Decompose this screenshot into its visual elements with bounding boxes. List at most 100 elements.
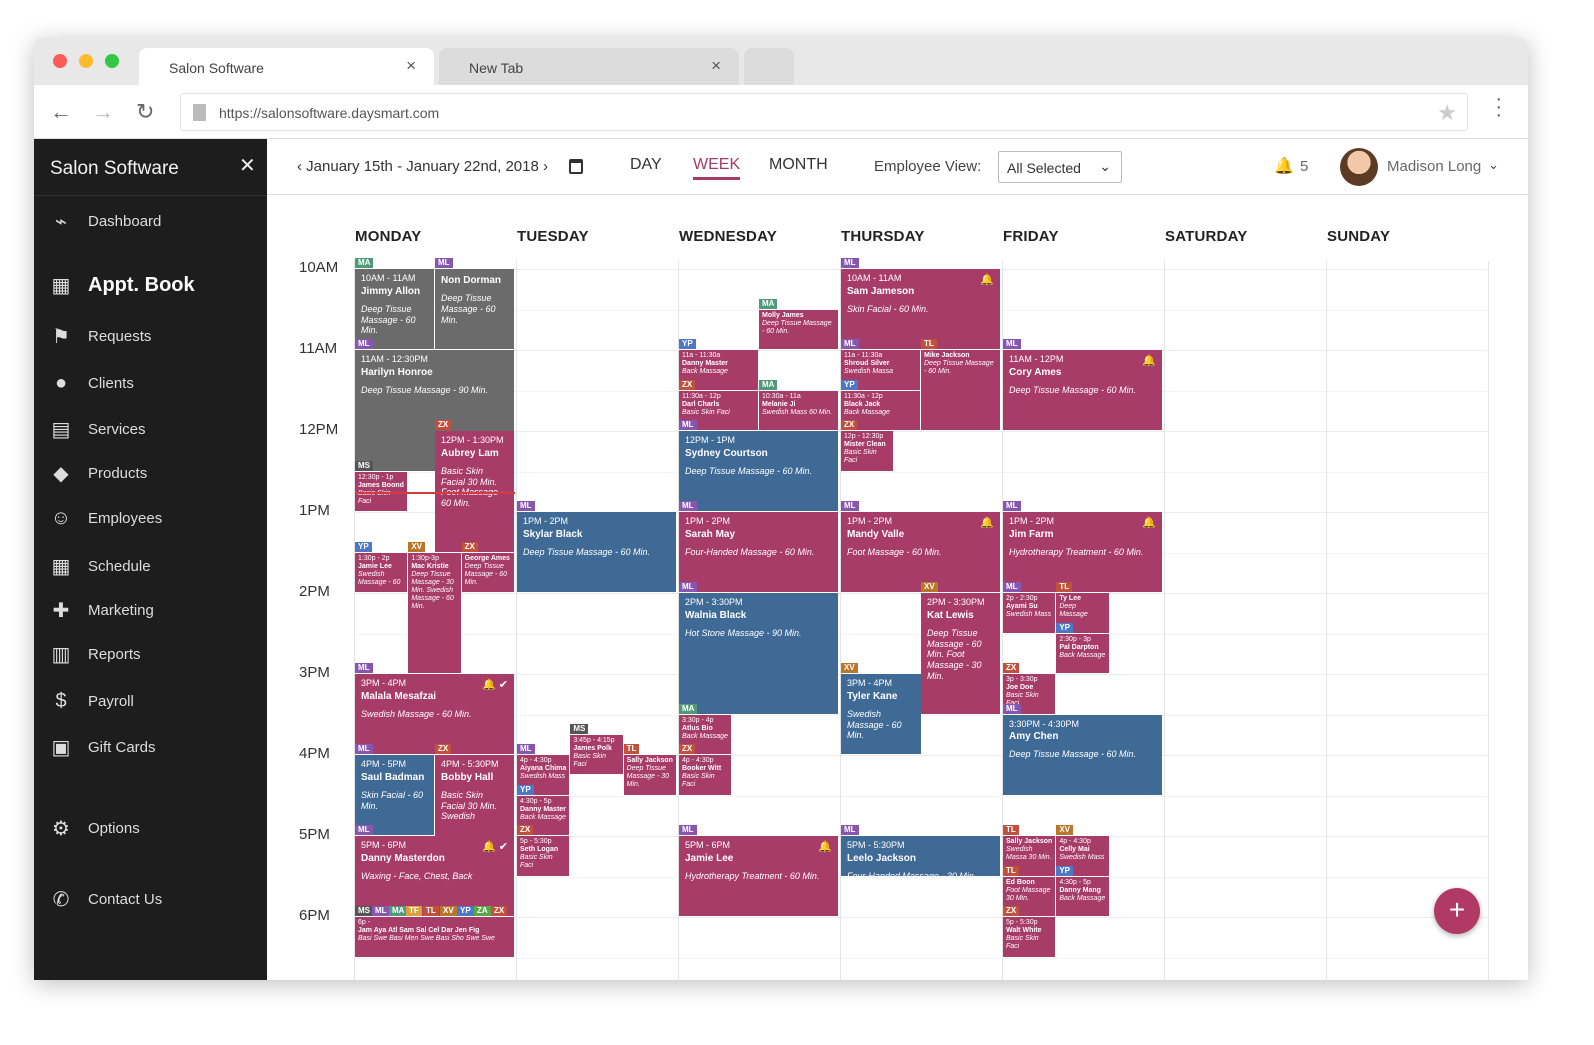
appointment-block[interactable]: 5p - 5:30p Seth Logan Basic Skin Faci bbox=[517, 836, 570, 876]
appointment-block[interactable]: 10AM - 11AM Sam Jameson Skin Facial - 60 M… bbox=[841, 269, 1000, 350]
address-bar[interactable]: https://salonsoftware.daysmart.com ★ bbox=[180, 93, 1468, 131]
appointment-time: 12PM - 1PM bbox=[685, 435, 736, 446]
appointment-block[interactable]: Non Dorman Deep Tissue Massage - 60 Min. bbox=[435, 269, 514, 350]
appointment-time: 3p - 3:30p bbox=[1006, 676, 1038, 684]
appointment-block[interactable]: Mike Jackson Deep Tissue Massage - 60 Min… bbox=[921, 350, 1000, 431]
sidebar-item-label: Clients bbox=[88, 374, 134, 392]
employee-tag: TL bbox=[1056, 582, 1073, 593]
appointment-time: 10:30a - 11a bbox=[762, 392, 801, 400]
maximize-window-dot[interactable] bbox=[105, 54, 119, 68]
close-window-dot[interactable] bbox=[53, 54, 67, 68]
appointment-block[interactable]: 1PM - 2PM Jim Farm Hydrotherapy Treatment … bbox=[1003, 512, 1162, 593]
day-header: SATURDAY bbox=[1165, 228, 1248, 245]
appointment-block[interactable]: 3PM - 4PM Tyler Kane Swedish Massage - 60 … bbox=[841, 674, 921, 755]
appointment-block[interactable]: 12PM - 1PM Sydney Courtson Deep Tissue Mas… bbox=[679, 431, 838, 512]
appointment-block[interactable]: 4p - 4:30p Booker Witt Basic Skin Faci bbox=[679, 755, 732, 795]
close-tab-icon[interactable]: × bbox=[406, 56, 416, 75]
appointment-block[interactable]: 2p - 2:30p Ayami Su Swedish Mass bbox=[1003, 593, 1056, 633]
sidebar-item-label: Reports bbox=[88, 645, 141, 663]
appointment-block[interactable]: 1PM - 2PM Sarah May Four-Handed Massage - … bbox=[679, 512, 838, 593]
main-content: ‹ January 15th - January 22nd, 2018 › DA… bbox=[267, 139, 1528, 980]
chevron-down-icon[interactable]: ⌄ bbox=[1488, 157, 1499, 172]
appointment-service: Deep Massage bbox=[1059, 603, 1088, 619]
reminder-status-icons: 🔔 bbox=[1142, 355, 1156, 368]
appointment-block[interactable]: 3:30PM - 4:30PM Amy Chen Deep Tissue Massa… bbox=[1003, 714, 1162, 795]
appointment-block[interactable]: 2PM - 3:30PM Walnia Black Hot Stone Massag… bbox=[679, 593, 838, 714]
reload-icon[interactable]: ↻ bbox=[136, 99, 155, 124]
bell-icon[interactable]: 🔔 bbox=[1274, 158, 1294, 175]
appointment-block[interactable]: 2:30p - 3p Pal Darpton Back Massage bbox=[1056, 633, 1109, 674]
appointment-block[interactable]: 1:30p - 2p Jamie Lee Swedish Massage - 60 bbox=[355, 552, 408, 593]
hour-gridline bbox=[354, 350, 1487, 352]
close-sidebar-icon[interactable]: ✕ bbox=[239, 155, 256, 177]
browser-tab-salon[interactable]: Salon Software × bbox=[139, 48, 434, 86]
appointment-block[interactable]: 4p - 4:30p Aiyana Chima Swedish Mass bbox=[517, 755, 570, 795]
sidebar-item-requests[interactable]: ⚑ Requests bbox=[48, 320, 151, 352]
sidebar-item-dashboard[interactable]: ⌁ Dashboard bbox=[48, 205, 161, 237]
appointment-block[interactable]: 10:30a - 11a Melanie Ji Swedish Mass 60 Mi… bbox=[759, 390, 838, 431]
appointment-block[interactable]: 4:30p - 5p Danny Mang Back Massage bbox=[1056, 876, 1109, 917]
calendar-grid[interactable]: 10AM - 11AM Jimmy Allon Deep Tissue Massag… bbox=[354, 258, 1489, 980]
appointment-block[interactable]: 6p - Jam Aya Atl Sam Sal Cel Dar Jen Fig B… bbox=[355, 917, 514, 957]
close-tab-icon[interactable]: × bbox=[711, 56, 721, 75]
appointment-block[interactable]: 1PM - 2PM Mandy Valle Foot Massage - 60 Mi… bbox=[841, 512, 1000, 593]
appointment-block[interactable]: 5PM - 6PM Jamie Lee Hydrotherapy Treatment… bbox=[679, 836, 838, 917]
appointment-block[interactable]: Sally Jackson Deep Tissue Massage - 30 Mi… bbox=[623, 755, 676, 795]
appointment-block[interactable]: 12PM - 1:30PM Aubrey Lam Basic Skin Facial… bbox=[435, 431, 514, 552]
back-arrow-icon[interactable]: ← bbox=[50, 99, 72, 124]
tab-week[interactable]: WEEK bbox=[693, 156, 741, 180]
next-week-icon[interactable]: › bbox=[538, 158, 549, 175]
sidebar-item-employees[interactable]: ☺ Employees bbox=[48, 502, 162, 534]
appointment-block[interactable]: 3:45p - 4:15p James Polk Basic Skin Faci bbox=[570, 734, 623, 775]
appointment-block[interactable]: 5p - 5:30p Walt White Basic Skin Faci bbox=[1003, 917, 1056, 957]
half-hour-gridline bbox=[354, 633, 1487, 635]
sidebar-item-appt-book[interactable]: ▦ Appt. Book bbox=[48, 269, 195, 301]
sidebar-item-services[interactable]: ▤ Services bbox=[48, 413, 146, 445]
prev-week-icon[interactable]: ‹ bbox=[297, 158, 307, 175]
calendar-picker-icon[interactable] bbox=[569, 159, 583, 174]
tab-month[interactable]: MONTH bbox=[769, 156, 828, 173]
sidebar-item-marketing[interactable]: ✚ Marketing bbox=[48, 594, 154, 626]
employee-tag: YP bbox=[517, 784, 534, 795]
new-tab-button[interactable] bbox=[744, 48, 794, 86]
gear-icon: ⚙ bbox=[52, 817, 70, 840]
avatar[interactable] bbox=[1340, 148, 1378, 186]
appointment-client: Celly Mai bbox=[1059, 846, 1090, 854]
appointment-block[interactable]: 2PM - 3:30PM Kat Lewis Deep Tissue Massage… bbox=[921, 593, 1000, 714]
sidebar-item-gift-cards[interactable]: ▣ Gift Cards bbox=[48, 731, 156, 763]
sidebar-item-contact-us[interactable]: ✆ Contact Us bbox=[48, 883, 163, 915]
appointment-block[interactable]: 4p - 4:30p Celly Mai Swedish Mass bbox=[1056, 836, 1109, 876]
appointment-block[interactable]: 5PM - 6PM Danny Masterdon Waxing - Face, C… bbox=[355, 836, 514, 917]
forward-arrow-icon[interactable]: → bbox=[92, 99, 114, 124]
browser-tab-new[interactable]: New Tab × bbox=[439, 48, 739, 86]
employee-tag: ML bbox=[517, 744, 535, 755]
appointment-client: Darl Charls bbox=[682, 400, 720, 408]
half-hour-gridline bbox=[354, 876, 1487, 878]
user-name[interactable]: Madison Long bbox=[1387, 158, 1482, 175]
appointment-block[interactable]: 3PM - 4PM Malala Mesafzai Swedish Massage … bbox=[355, 674, 514, 755]
bookmark-star-icon[interactable]: ★ bbox=[1437, 100, 1457, 125]
appointment-block[interactable]: Molly James Deep Tissue Massage - 60 Min. bbox=[759, 309, 838, 350]
day-header: MONDAY bbox=[355, 228, 422, 245]
appointment-block[interactable]: 10AM - 11AM Jimmy Allon Deep Tissue Massag… bbox=[355, 269, 434, 350]
sidebar-item-clients[interactable]: ● Clients bbox=[48, 367, 134, 399]
sidebar-item-products[interactable]: ◆ Products bbox=[48, 457, 147, 489]
sidebar-item-payroll[interactable]: $ Payroll bbox=[48, 685, 133, 717]
tab-day[interactable]: DAY bbox=[630, 156, 662, 173]
minimize-window-dot[interactable] bbox=[79, 54, 93, 68]
appointment-block[interactable]: 3:30p - 4p Atlus Bio Back Massage bbox=[679, 714, 732, 755]
person-icon: ● bbox=[54, 371, 68, 394]
appointment-block[interactable]: 11AM - 12PM Cory Ames Deep Tissue Massage … bbox=[1003, 350, 1162, 431]
appointment-block[interactable]: 1PM - 2PM Skylar Black Deep Tissue Massage… bbox=[517, 512, 676, 593]
sidebar-item-options[interactable]: ⚙ Options bbox=[48, 812, 140, 844]
employee-view-select[interactable]: All Selected ⌄ bbox=[998, 151, 1122, 183]
more-menu-icon[interactable]: · · · bbox=[1495, 88, 1502, 126]
add-appointment-button[interactable]: + bbox=[1434, 888, 1480, 934]
sidebar-item-schedule[interactable]: ▦ Schedule bbox=[48, 550, 151, 582]
appointment-block[interactable]: 1:30p-3p Mac Kristie Deep Tissue Massage -… bbox=[408, 552, 461, 674]
appointment-block[interactable]: 12p - 12:30p Mister Clean Basic Skin Faci bbox=[841, 431, 894, 471]
sidebar-item-reports[interactable]: ▥ Reports bbox=[48, 638, 141, 670]
appointment-block[interactable]: 4PM - 5PM Saul Badman Skin Facial - 60 Min… bbox=[355, 755, 434, 836]
appointment-block[interactable]: George Ames Deep Tissue Massage - 60 Min. bbox=[461, 552, 514, 593]
